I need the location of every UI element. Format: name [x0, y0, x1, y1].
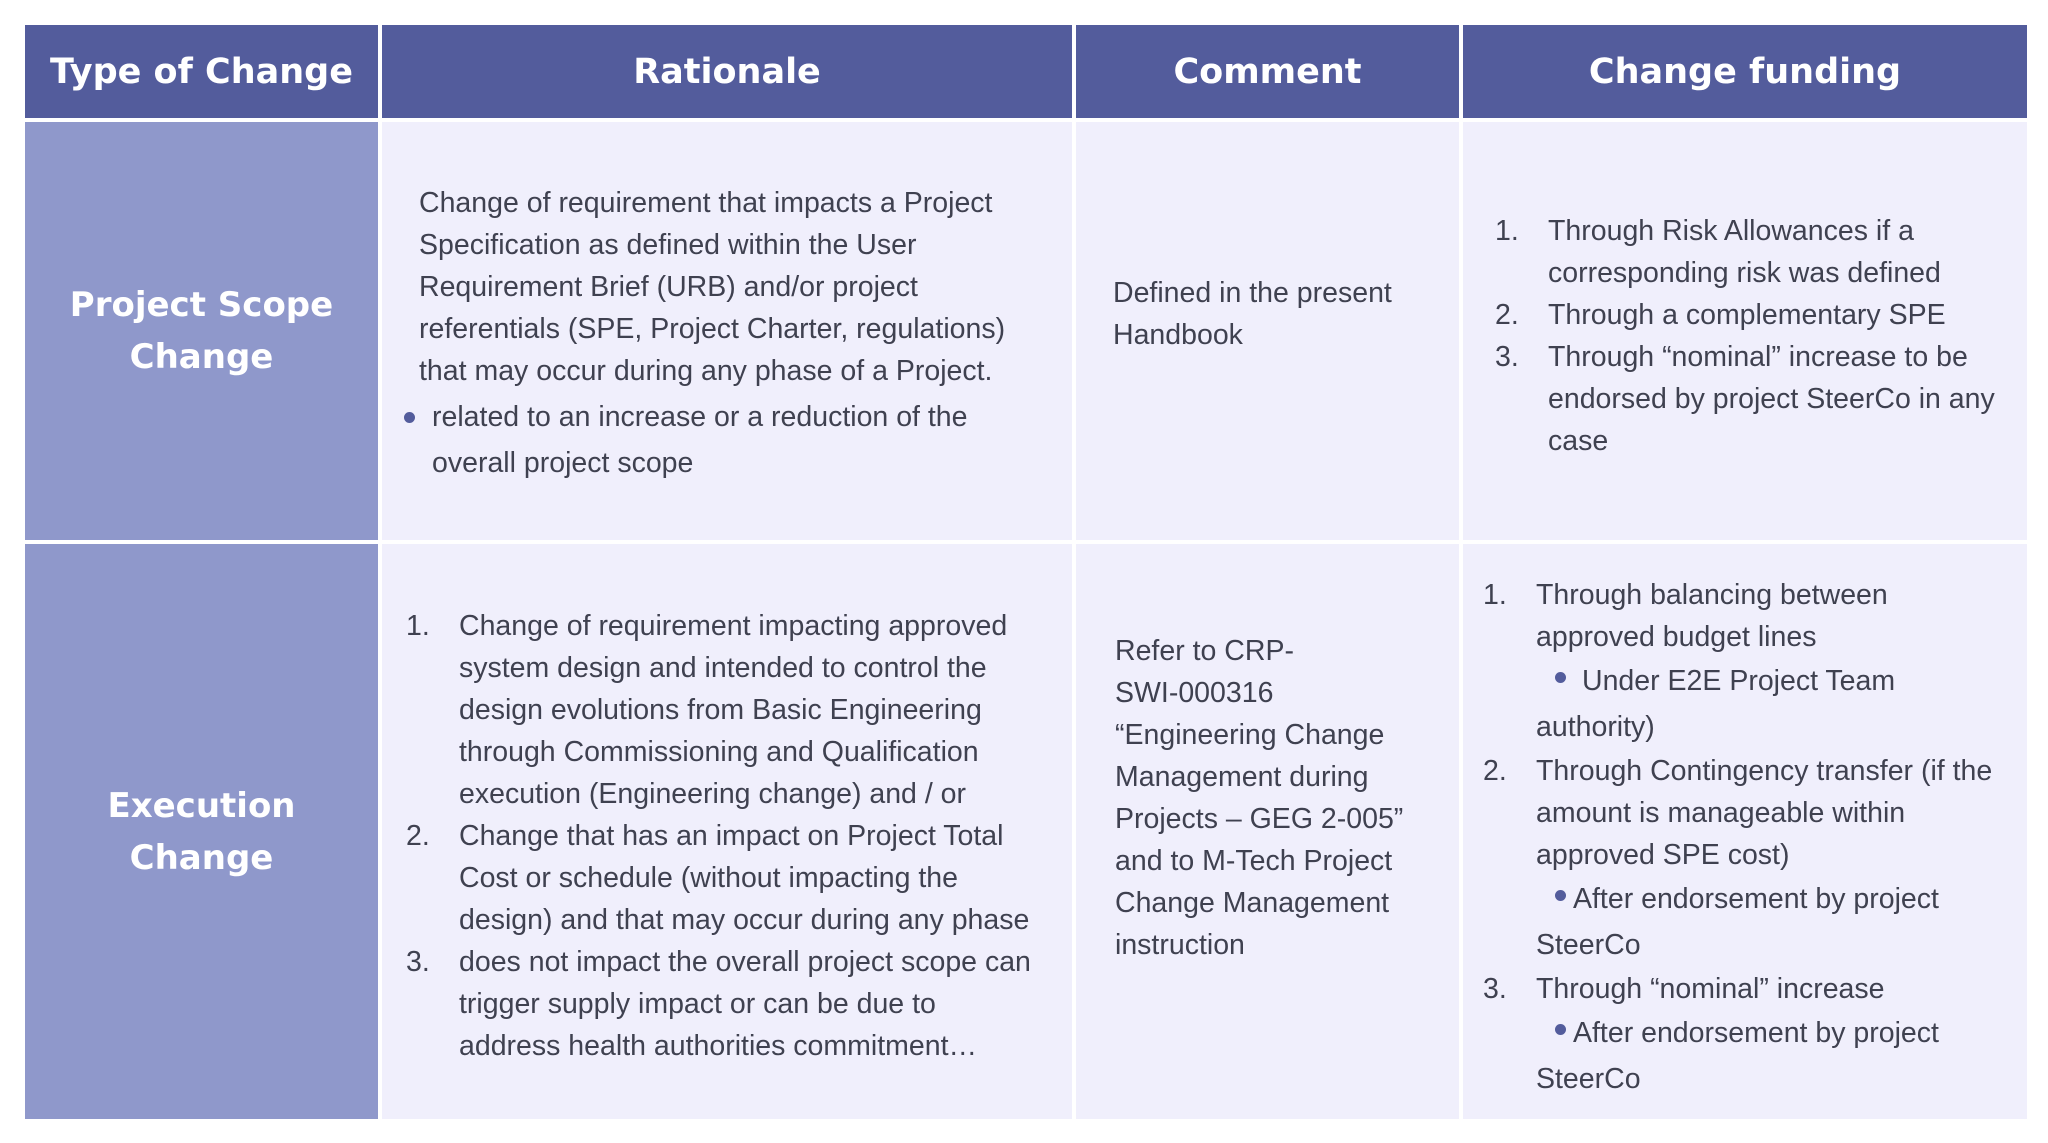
rationale-line: Specification as defined within the User — [419, 229, 917, 261]
comment-line: Defined in the present — [1113, 277, 1392, 309]
funding-bullet: After endorsement by project SteerCo — [1536, 1010, 2018, 1102]
header-label: Change funding — [1588, 51, 1902, 92]
rationale-item: 3. does not impact the overall project s… — [406, 941, 1071, 1067]
rationale-item: 2. Change that has an impact on Project … — [406, 815, 1071, 941]
bullet-icon — [1555, 890, 1566, 901]
header-change-funding: Change funding — [1463, 25, 2027, 118]
comment-cell-execution: Refer to CRP- SWI-000316 “Engineering Ch… — [1076, 544, 1459, 1119]
header-type-of-change: Type of Change — [25, 25, 378, 118]
bullet-line: overall project scope — [432, 447, 694, 479]
rationale-line: Change that has an impact on Project Tot… — [459, 820, 1004, 852]
bullet-line: After endorsement by project — [1573, 883, 1939, 915]
comment-line: Projects – GEG 2-005” — [1115, 803, 1404, 835]
comment-line: SWI-000316 — [1115, 677, 1274, 709]
bullet-line: SteerCo — [1536, 1063, 1641, 1095]
comment-line: and to M-Tech Project — [1115, 845, 1393, 877]
funding-item: 3. Through “nominal” increase to be endo… — [1495, 336, 2020, 462]
header-label: Type of Change — [50, 51, 353, 92]
list-number: 2. — [1495, 299, 1519, 331]
row-type-execution-change: Execution Change — [25, 544, 378, 1119]
list-number: 1. — [1495, 215, 1519, 247]
rationale-line: Change of requirement impacting approved — [459, 610, 1008, 642]
rationale-line: system design and intended to control th… — [459, 652, 987, 684]
rationale-bullet: related to an increase or a reduction of… — [404, 394, 1052, 486]
bullet-line: authority) — [1536, 711, 1655, 743]
funding-cell-scope: 1. Through Risk Allowances if a correspo… — [1463, 122, 2027, 540]
funding-line: Through balancing between — [1536, 579, 1888, 611]
rationale-line: that may occur during any phase of a Pro… — [419, 355, 993, 387]
comment-cell-scope: Defined in the present Handbook — [1076, 122, 1459, 540]
funding-line: corresponding risk was defined — [1548, 257, 1941, 289]
funding-line: Through Risk Allowances if a — [1548, 215, 1914, 247]
header-rationale: Rationale — [382, 25, 1072, 118]
rationale-cell-scope: Change of requirement that impacts a Pro… — [382, 122, 1072, 540]
funding-item: 1. Through balancing between approved bu… — [1483, 574, 2018, 750]
funding-bullet: Under E2E Project Team authority) — [1536, 658, 2018, 750]
comment-line: Refer to CRP- — [1115, 635, 1294, 667]
funding-line: Through Contingency transfer (if the — [1536, 755, 1993, 787]
rationale-item: 1. Change of requirement impacting appro… — [406, 605, 1071, 815]
type-line: Execution — [107, 785, 296, 826]
funding-line: case — [1548, 425, 1609, 457]
funding-line: approved SPE cost) — [1536, 839, 1790, 871]
type-line: Change — [129, 837, 274, 878]
bullet-line: SteerCo — [1536, 929, 1641, 961]
funding-line: Through a complementary SPE — [1548, 299, 1946, 331]
header-comment: Comment — [1076, 25, 1459, 118]
funding-line: amount is manageable within — [1536, 797, 1906, 829]
type-line: Change — [129, 337, 274, 377]
comment-line: Handbook — [1113, 319, 1243, 351]
rationale-line: address health authorities commitment… — [459, 1030, 977, 1062]
rationale-line: design) and that may occur during any ph… — [459, 904, 1030, 936]
list-number: 3. — [1483, 973, 1507, 1005]
bullet-line: Under E2E Project Team — [1582, 665, 1896, 697]
funding-item: 3. Through “nominal” increase After endo… — [1483, 968, 2018, 1102]
bullet-icon — [404, 412, 415, 423]
rationale-line: referentials (SPE, Project Charter, regu… — [419, 313, 1006, 345]
bullet-line: related to an increase or a reduction of… — [432, 401, 968, 433]
rationale-line: trigger supply impact or can be due to — [459, 988, 936, 1020]
rationale-line: does not impact the overall project scop… — [459, 946, 1031, 978]
bullet-line: After endorsement by project — [1573, 1017, 1939, 1049]
funding-line: approved budget lines — [1536, 621, 1817, 653]
comment-line: instruction — [1115, 929, 1245, 961]
funding-line: endorsed by project SteerCo in any — [1548, 383, 1995, 415]
list-number: 2. — [1483, 755, 1507, 787]
type-line: Project Scope — [69, 285, 334, 325]
list-number: 3. — [406, 946, 430, 978]
comment-line: Change Management — [1115, 887, 1390, 919]
rationale-cell-execution: 1. Change of requirement impacting appro… — [382, 544, 1072, 1119]
list-number: 2. — [406, 820, 430, 852]
rationale-line: design evolutions from Basic Engineering — [459, 694, 982, 726]
funding-item: 2. Through Contingency transfer (if the … — [1483, 750, 2018, 968]
list-number: 3. — [1495, 341, 1519, 373]
list-number: 1. — [406, 610, 430, 642]
bullet-icon — [1555, 1024, 1566, 1035]
comment-line: “Engineering Change — [1115, 719, 1385, 751]
funding-line: Through “nominal” increase — [1536, 973, 1885, 1005]
rationale-line: Cost or schedule (without impacting the — [459, 862, 959, 894]
comment-line: Management during — [1115, 761, 1369, 793]
rationale-line: through Commissioning and Qualification — [459, 736, 979, 768]
header-label: Rationale — [633, 51, 821, 92]
rationale-line: Requirement Brief (URB) and/or project — [419, 271, 918, 303]
funding-item: 2. Through a complementary SPE — [1495, 294, 2020, 336]
row-type-project-scope-change: Project Scope Change — [25, 122, 378, 540]
funding-item: 1. Through Risk Allowances if a correspo… — [1495, 210, 2020, 294]
rationale-line: execution (Engineering change) and / or — [459, 778, 967, 810]
funding-bullet: After endorsement by project SteerCo — [1536, 876, 2018, 968]
funding-cell-execution: 1. Through balancing between approved bu… — [1463, 544, 2027, 1119]
rationale-line: Change of requirement that impacts a Pro… — [419, 187, 993, 219]
funding-line: Through “nominal” increase to be — [1548, 341, 1968, 373]
list-number: 1. — [1483, 579, 1507, 611]
bullet-icon — [1555, 672, 1566, 683]
header-label: Comment — [1173, 51, 1362, 92]
